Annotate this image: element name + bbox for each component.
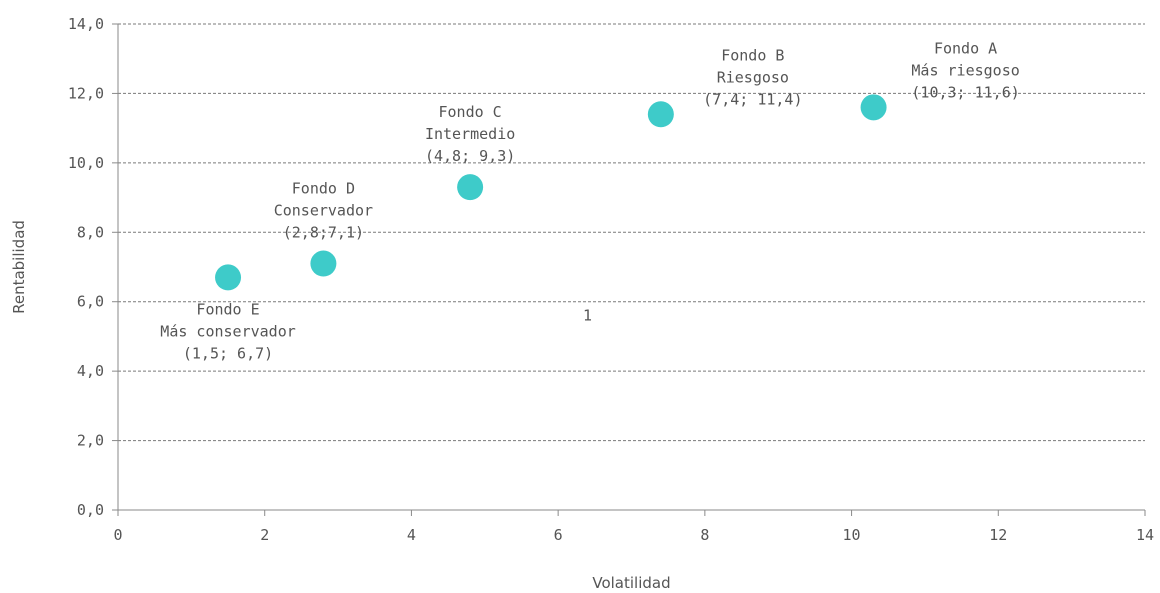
x-tick-label: 12 xyxy=(989,526,1007,544)
annotations: 1 xyxy=(583,307,592,325)
data-point xyxy=(457,174,484,201)
point-label: Fondo E Más conservador (1,5; 6,7) xyxy=(160,300,295,362)
y-tick-label: 4,0 xyxy=(77,362,104,380)
point-label-line: Fondo C xyxy=(439,103,502,121)
point-label-line: Más conservador xyxy=(160,322,295,340)
y-tick-label: 6,0 xyxy=(77,293,104,311)
y-axis-title: Rentabilidad xyxy=(10,220,28,314)
point-label-line: (4,8; 9,3) xyxy=(425,147,515,165)
point-label: Fondo D Conservador (2,8;7,1) xyxy=(274,180,373,242)
gridlines xyxy=(118,23,1145,442)
y-tick-label: 12,0 xyxy=(68,84,104,102)
point-label-line: Fondo D xyxy=(292,180,355,198)
y-tick-label: 14,0 xyxy=(68,15,104,33)
data-point xyxy=(310,250,337,277)
y-tick-label: 8,0 xyxy=(77,223,104,241)
x-tick-label: 2 xyxy=(260,526,269,544)
data-point xyxy=(215,264,242,291)
point-label-line: (7,4; 11,4) xyxy=(703,90,802,108)
point-labels: Fondo E Más conservador (1,5; 6,7) Fondo D C… xyxy=(160,39,1019,362)
point-label: Fondo C Intermedio (4,8; 9,3) xyxy=(425,103,515,165)
annotation: 1 xyxy=(583,307,592,325)
point-label-line: Riesgoso xyxy=(717,68,789,86)
point-label-line: Más riesgoso xyxy=(911,61,1019,79)
axes xyxy=(112,23,1146,516)
x-tick-label: 14 xyxy=(1136,526,1154,544)
x-tick-label: 4 xyxy=(407,526,416,544)
point-label-line: Fondo E xyxy=(196,300,259,318)
point-label-line: Fondo B xyxy=(721,46,784,64)
x-tick-label: 0 xyxy=(113,526,122,544)
data-point xyxy=(647,101,674,128)
point-label: Fondo A Más riesgoso (10,3; 11,6) xyxy=(911,39,1019,101)
point-label-line: Intermedio xyxy=(425,125,515,143)
x-tick-label: 10 xyxy=(843,526,861,544)
point-label-line: (2,8;7,1) xyxy=(283,224,364,242)
x-tick-label: 8 xyxy=(700,526,709,544)
point-label-line: Fondo A xyxy=(934,39,997,57)
y-tick-label: 0,0 xyxy=(77,501,104,519)
x-axis-title: Volatilidad xyxy=(592,574,670,592)
point-label-line: Conservador xyxy=(274,202,373,220)
point-label: Fondo B Riesgoso (7,4; 11,4) xyxy=(703,46,802,108)
y-tick-label: 2,0 xyxy=(77,432,104,450)
point-label-line: (10,3; 11,6) xyxy=(911,83,1019,101)
point-label-line: (1,5; 6,7) xyxy=(183,344,273,362)
x-axis-tick-labels: 0 2 4 6 8 10 12 14 xyxy=(113,526,1154,544)
x-tick-label: 6 xyxy=(554,526,563,544)
data-point xyxy=(860,94,887,121)
data-points xyxy=(215,94,887,291)
y-tick-label: 10,0 xyxy=(68,154,104,172)
y-axis-tick-labels: 0,0 2,0 4,0 6,0 8,0 10,0 12,0 14,0 xyxy=(68,15,104,519)
